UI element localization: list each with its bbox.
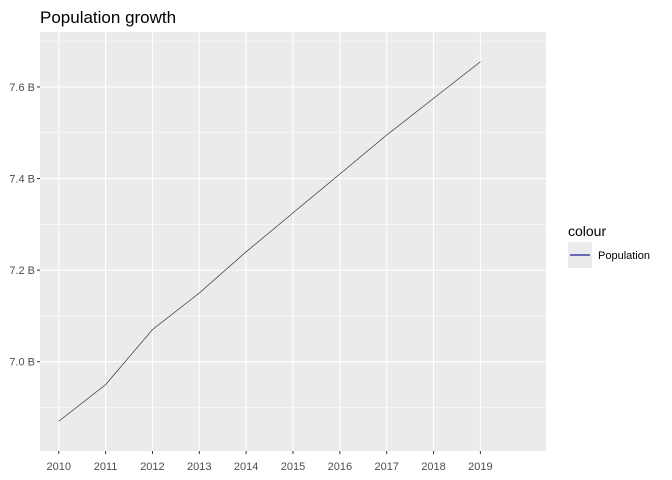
chart-title: Population growth	[40, 8, 176, 27]
legend-title: colour	[568, 223, 606, 239]
grid-major	[40, 32, 546, 451]
x-tick-label: 2013	[187, 461, 211, 473]
x-tick-label: 2012	[140, 461, 164, 473]
x-tick-label: 2014	[234, 461, 258, 473]
legend: colour Population	[568, 223, 650, 268]
legend-entry-population: Population	[598, 250, 650, 262]
x-tick-label: 2019	[468, 461, 492, 473]
y-tick-label: 7.6 B	[9, 82, 35, 94]
y-tick-label: 7.0 B	[9, 357, 35, 369]
x-tick-label: 2010	[46, 461, 70, 473]
x-axis: 2010 2011 2012 2013 2014 2015 2016 2017 2018 2019	[46, 451, 493, 473]
y-axis: 7.0 B 7.2 B 7.4 B 7.6 B	[9, 82, 40, 369]
x-tick-label: 2011	[94, 461, 118, 473]
series-layer	[58, 61, 481, 422]
x-tick-label: 2015	[281, 461, 305, 473]
x-tick-label: 2017	[374, 461, 398, 473]
series-line-population	[58, 61, 481, 422]
y-tick-label: 7.2 B	[9, 265, 35, 277]
y-tick-label: 7.4 B	[9, 174, 35, 186]
x-tick-label: 2016	[328, 461, 352, 473]
x-tick-label: 2018	[421, 461, 445, 473]
